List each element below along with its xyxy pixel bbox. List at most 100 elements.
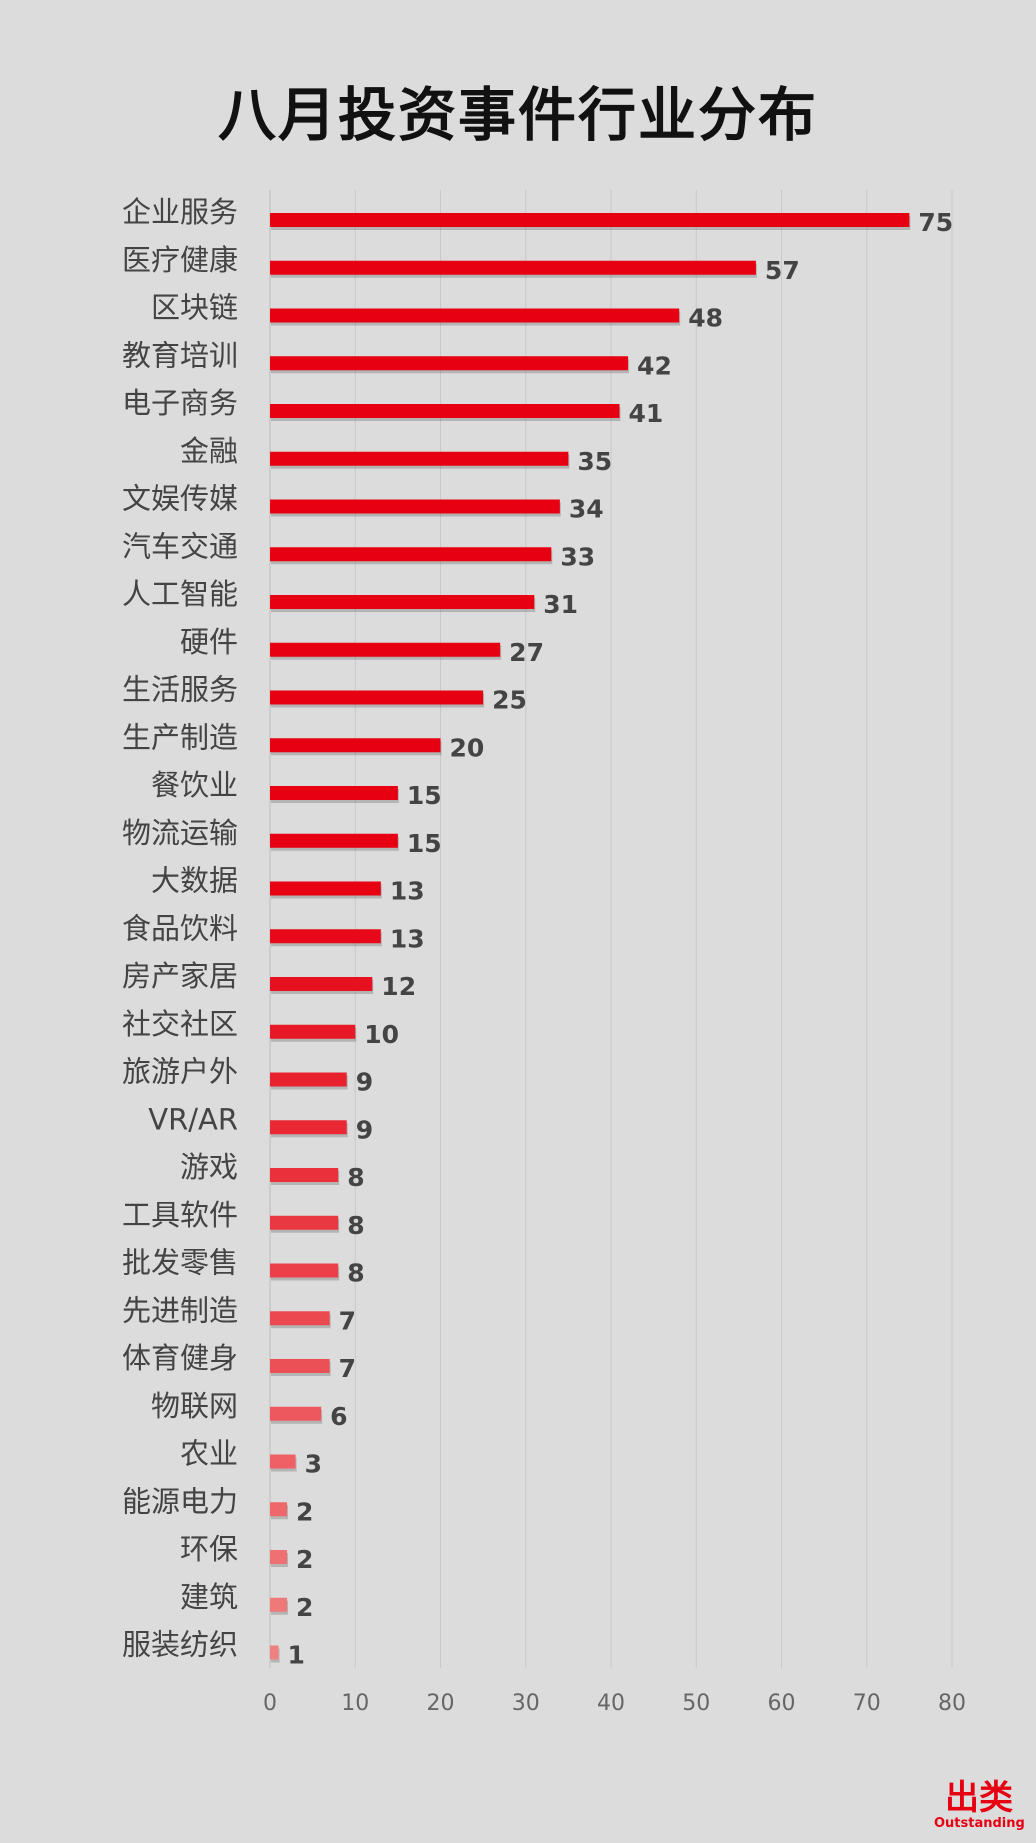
bar: [270, 260, 756, 275]
category-label: 能源电力: [122, 1484, 238, 1518]
value-label: 9: [356, 1115, 373, 1144]
category-label: 农业: [180, 1437, 238, 1471]
x-tick-label: 70: [853, 1691, 881, 1716]
value-label: 8: [347, 1163, 364, 1192]
value-label: 48: [688, 304, 723, 333]
bar: [270, 977, 373, 991]
brand-main: 出类: [945, 1778, 1013, 1818]
x-tick-label: 50: [682, 1691, 710, 1716]
x-tick-label: 80: [938, 1691, 966, 1716]
brand-sub: Outstanding: [934, 1816, 1025, 1831]
value-label: 25: [492, 686, 527, 715]
category-label: 社交社区: [122, 1007, 238, 1041]
x-axis-ticks: 0 10 20 30 40 50 60 70 80: [263, 1691, 966, 1716]
grid-lines: [269, 190, 953, 1668]
bar: [270, 1311, 330, 1326]
category-label: 电子商务: [122, 386, 238, 420]
category-label: 金融: [180, 434, 238, 468]
value-label: 33: [560, 542, 595, 571]
brand-logo: 出类 Outstanding: [934, 1778, 1025, 1831]
bar: [270, 595, 535, 609]
value-label: 2: [296, 1497, 313, 1526]
category-label: 生产制造: [122, 720, 238, 754]
value-label: 10: [364, 1020, 399, 1049]
value-label: 75: [918, 208, 953, 237]
category-label: 游戏: [180, 1150, 238, 1184]
value-label: 13: [390, 924, 425, 953]
category-label: 批发零售: [122, 1246, 238, 1280]
value-label: 42: [637, 351, 672, 380]
value-labels: 7557484241353433312725201515131312109988…: [288, 208, 954, 1670]
value-label: 6: [330, 1402, 347, 1431]
category-label: 房产家居: [122, 959, 238, 993]
x-tick-label: 30: [512, 1691, 540, 1716]
bar: [270, 881, 381, 896]
bar: [270, 1406, 322, 1421]
category-label: 旅游户外: [122, 1055, 238, 1089]
bar: [270, 1024, 356, 1039]
value-label: 8: [347, 1259, 364, 1288]
value-label: 9: [356, 1068, 373, 1097]
value-label: 35: [577, 447, 612, 476]
value-label: 8: [347, 1211, 364, 1240]
bar: [270, 356, 629, 371]
bar: [270, 499, 560, 514]
bar: [270, 451, 569, 466]
bar: [270, 1454, 296, 1469]
bar: [270, 642, 501, 657]
x-tick-label: 40: [597, 1691, 625, 1716]
bar: [270, 786, 398, 800]
category-labels: 企业服务医疗健康区块链教育培训电子商务金融文娱传媒汽车交通人工智能硬件生活服务生…: [122, 195, 238, 1662]
bar: [270, 1645, 279, 1660]
bar: [270, 404, 620, 418]
bars: [270, 213, 911, 1663]
category-label: 硬件: [180, 625, 238, 659]
category-label: 先进制造: [122, 1293, 238, 1327]
bar: [270, 1597, 288, 1612]
category-label: 人工智能: [122, 577, 238, 611]
category-label: 汽车交通: [122, 529, 238, 563]
category-label: 区块链: [151, 291, 238, 325]
bar: [270, 1263, 339, 1278]
bar: [270, 213, 910, 227]
value-label: 2: [296, 1545, 313, 1574]
category-label: 体育健身: [122, 1341, 238, 1375]
value-label: 41: [629, 399, 664, 428]
bar: [270, 738, 441, 753]
category-label: 食品饮料: [122, 911, 238, 945]
bar: [270, 833, 398, 848]
bar: [270, 1072, 347, 1087]
category-label: 物流运输: [122, 816, 238, 850]
category-label: VR/AR: [148, 1102, 238, 1136]
bar: [270, 1168, 339, 1182]
x-tick-label: 0: [263, 1691, 277, 1716]
bar: [270, 547, 552, 562]
value-label: 3: [305, 1450, 322, 1479]
x-tick-label: 60: [768, 1691, 796, 1716]
category-label: 企业服务: [122, 195, 238, 229]
x-tick-label: 20: [427, 1691, 455, 1716]
value-label: 12: [381, 972, 416, 1001]
category-label: 环保: [180, 1532, 238, 1566]
category-label: 物联网: [151, 1389, 238, 1423]
chart-title: 八月投资事件行业分布: [217, 81, 818, 149]
value-label: 15: [407, 781, 442, 810]
category-label: 工具软件: [122, 1198, 238, 1232]
value-label: 31: [543, 590, 578, 619]
value-label: 15: [407, 829, 442, 858]
value-label: 7: [339, 1354, 356, 1383]
value-label: 57: [765, 256, 800, 285]
value-label: 1: [288, 1641, 305, 1670]
bar: [270, 1550, 288, 1564]
category-label: 餐饮业: [151, 768, 238, 802]
bar: [270, 1215, 339, 1230]
bar: [270, 690, 484, 705]
category-label: 文娱传媒: [122, 482, 238, 516]
value-label: 27: [509, 638, 544, 667]
category-label: 服装纺织: [122, 1628, 238, 1662]
category-label: 建筑: [180, 1580, 238, 1614]
category-label: 大数据: [151, 864, 238, 898]
bar: [270, 308, 680, 323]
bar: [270, 1359, 330, 1373]
